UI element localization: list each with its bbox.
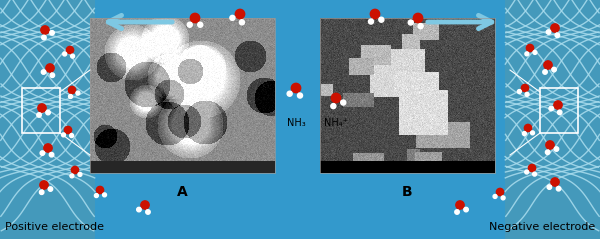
Circle shape (187, 22, 192, 27)
Bar (90, 18, 275, 173)
Circle shape (62, 133, 65, 137)
Circle shape (545, 150, 550, 154)
Circle shape (63, 52, 67, 56)
Circle shape (464, 207, 469, 212)
Circle shape (97, 186, 104, 194)
Circle shape (543, 70, 547, 74)
Circle shape (525, 52, 529, 56)
Circle shape (239, 20, 244, 25)
Circle shape (146, 210, 150, 214)
Circle shape (546, 141, 554, 149)
Text: Positive electrode: Positive electrode (5, 222, 104, 232)
Circle shape (341, 100, 346, 105)
Circle shape (413, 13, 422, 23)
Circle shape (68, 94, 73, 98)
Circle shape (50, 73, 55, 77)
Circle shape (525, 170, 529, 174)
Circle shape (554, 101, 562, 109)
Circle shape (141, 201, 149, 209)
Bar (540, 88, 578, 133)
Bar (320, 18, 495, 173)
Circle shape (547, 185, 551, 189)
Circle shape (556, 186, 561, 191)
Circle shape (554, 147, 559, 151)
Bar (22, 88, 60, 133)
Circle shape (48, 187, 53, 191)
Circle shape (533, 172, 536, 176)
Circle shape (530, 131, 535, 135)
Circle shape (78, 173, 82, 176)
Circle shape (46, 110, 50, 115)
Circle shape (64, 126, 71, 134)
Circle shape (41, 26, 49, 34)
Circle shape (103, 193, 106, 197)
Circle shape (292, 83, 301, 93)
Circle shape (190, 13, 200, 23)
Text: Negative electrode: Negative electrode (489, 222, 595, 232)
Circle shape (493, 195, 497, 198)
Circle shape (40, 181, 48, 189)
Circle shape (517, 90, 521, 93)
Circle shape (555, 33, 560, 38)
Circle shape (524, 124, 532, 132)
Circle shape (551, 178, 559, 186)
Circle shape (298, 93, 302, 98)
Circle shape (235, 9, 245, 19)
Circle shape (529, 164, 536, 172)
Circle shape (40, 190, 44, 195)
Circle shape (41, 70, 46, 74)
Circle shape (137, 207, 141, 212)
Circle shape (70, 174, 74, 178)
Circle shape (557, 110, 562, 115)
Text: A: A (177, 185, 188, 199)
Circle shape (42, 35, 46, 40)
Circle shape (418, 24, 423, 29)
Circle shape (526, 44, 533, 52)
Circle shape (37, 113, 41, 117)
Circle shape (525, 92, 529, 96)
Circle shape (456, 201, 464, 209)
Circle shape (501, 196, 505, 200)
Circle shape (331, 93, 341, 103)
Circle shape (455, 210, 459, 214)
Circle shape (523, 132, 526, 136)
Circle shape (40, 151, 44, 155)
Circle shape (331, 104, 336, 109)
Bar (505, 0, 600, 239)
Circle shape (67, 46, 74, 54)
Circle shape (521, 84, 529, 92)
Circle shape (370, 9, 380, 19)
Circle shape (533, 50, 537, 54)
Circle shape (496, 188, 503, 196)
Circle shape (71, 166, 79, 174)
Circle shape (551, 24, 559, 32)
Circle shape (408, 20, 413, 25)
Circle shape (38, 104, 46, 112)
Text: NH₄⁺: NH₄⁺ (324, 118, 348, 128)
Circle shape (49, 152, 54, 157)
Circle shape (46, 64, 54, 72)
Circle shape (549, 106, 553, 111)
Circle shape (368, 19, 374, 24)
Circle shape (379, 17, 384, 22)
Circle shape (68, 86, 76, 94)
Circle shape (70, 134, 74, 137)
Text: NH₃: NH₃ (287, 118, 305, 128)
Circle shape (50, 31, 54, 35)
Circle shape (544, 61, 552, 69)
Circle shape (552, 67, 556, 72)
Circle shape (198, 22, 203, 27)
Text: B: B (402, 185, 413, 199)
Circle shape (76, 91, 80, 95)
Circle shape (94, 194, 98, 198)
Circle shape (547, 30, 551, 34)
Bar (0, 0, 95, 239)
Circle shape (44, 144, 52, 152)
Circle shape (230, 15, 235, 20)
Circle shape (287, 91, 292, 96)
Circle shape (71, 54, 74, 58)
